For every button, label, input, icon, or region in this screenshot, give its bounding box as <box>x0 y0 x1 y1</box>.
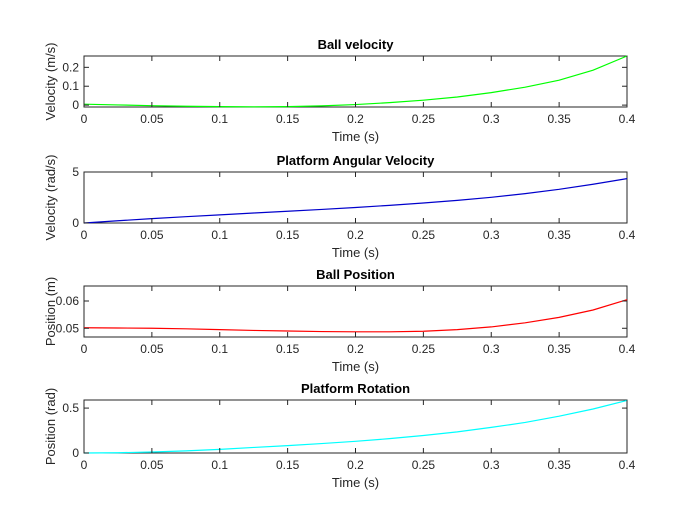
x-tick-label: 0.3 <box>483 458 500 472</box>
x-tick-label: 0.15 <box>276 342 300 356</box>
x-tick-label: 0 <box>81 112 88 126</box>
x-tick-label: 0.4 <box>619 112 636 126</box>
x-tick-label: 0 <box>81 458 88 472</box>
x-tick-label: 0.25 <box>412 228 436 242</box>
x-tick-label: 0.15 <box>276 228 300 242</box>
axes-frame <box>83 399 628 454</box>
y-tick-label: 5 <box>72 165 79 179</box>
x-tick-label: 0.3 <box>483 228 500 242</box>
x-tick-label: 0.1 <box>211 112 228 126</box>
x-tick-label: 0.1 <box>211 458 228 472</box>
subplot-2: 0 0.05 0.1 0.15 0.2 0.25 0.3 0.35 0.4 0 5 Platform … <box>43 153 636 260</box>
x-tick-label: 0.35 <box>547 342 571 356</box>
x-tick-label: 0.25 <box>412 458 436 472</box>
subplot-3: 0 0.05 0.1 0.15 0.2 0.25 0.3 0.35 0.40.050.06Bal… <box>43 267 636 374</box>
x-tick-label: 0.4 <box>619 228 636 242</box>
x-tick-label: 0.1 <box>211 228 228 242</box>
y-tick-label: 0.5 <box>62 401 79 415</box>
series-line <box>83 178 628 224</box>
y-tick-label: 0.1 <box>62 79 79 93</box>
plot-title: Ball Position <box>316 267 395 282</box>
axes-frame <box>83 171 628 224</box>
series-line <box>83 399 628 454</box>
axes-frame <box>83 285 628 338</box>
series-line <box>83 55 628 108</box>
y-tick-label: 0 <box>72 446 79 460</box>
x-tick-label: 0.05 <box>140 458 164 472</box>
x-tick-label: 0.35 <box>547 112 571 126</box>
x-tick-label: 0 <box>81 228 88 242</box>
x-tick-label: 0 <box>81 342 88 356</box>
axes-frame <box>83 55 628 108</box>
x-tick-label: 0.3 <box>483 112 500 126</box>
x-tick-label: 0.2 <box>347 228 364 242</box>
x-axis-label: Time (s) <box>332 359 379 374</box>
x-axis-label: Time (s) <box>332 245 379 260</box>
x-tick-label: 0.25 <box>412 342 436 356</box>
x-tick-label: 0.4 <box>619 458 636 472</box>
y-tick-label: 0 <box>72 98 79 112</box>
y-tick-label: 0.2 <box>62 60 79 74</box>
y-axis-label: Velocity (rad/s) <box>43 155 58 241</box>
subplot-4: 0 0.05 0.1 0.15 0.2 0.25 0.3 0.35 0.4 0 0.5 Platfor… <box>43 381 636 490</box>
x-tick-label: 0.05 <box>140 228 164 242</box>
plot-title: Ball velocity <box>318 37 395 52</box>
x-tick-label: 0.05 <box>140 112 164 126</box>
x-tick-label: 0.2 <box>347 458 364 472</box>
y-tick-label: 0.05 <box>56 321 80 335</box>
plot-title: Platform Rotation <box>301 381 410 396</box>
x-tick-label: 0.2 <box>347 112 364 126</box>
x-tick-label: 0.1 <box>211 342 228 356</box>
y-axis-label: Position (m) <box>43 277 58 346</box>
x-tick-label: 0.4 <box>619 342 636 356</box>
series-line <box>83 299 628 333</box>
x-tick-label: 0.25 <box>412 112 436 126</box>
x-axis-label: Time (s) <box>332 475 379 490</box>
y-tick-label: 0.06 <box>56 294 80 308</box>
x-tick-label: 0.15 <box>276 112 300 126</box>
x-tick-label: 0.35 <box>547 458 571 472</box>
x-tick-label: 0.2 <box>347 342 364 356</box>
x-tick-label: 0.05 <box>140 342 164 356</box>
y-axis-label: Velocity (m/s) <box>43 42 58 120</box>
x-tick-label: 0.3 <box>483 342 500 356</box>
subplot-1: 0 0.05 0.1 0.15 0.2 0.25 0.3 0.35 0.4 0 0.1 0.2 Ball… <box>43 37 636 144</box>
y-tick-label: 0 <box>72 216 79 230</box>
plot-title: Platform Angular Velocity <box>277 153 435 168</box>
y-axis-label: Position (rad) <box>43 388 58 465</box>
x-tick-label: 0.35 <box>547 228 571 242</box>
x-tick-label: 0.15 <box>276 458 300 472</box>
x-axis-label: Time (s) <box>332 129 379 144</box>
